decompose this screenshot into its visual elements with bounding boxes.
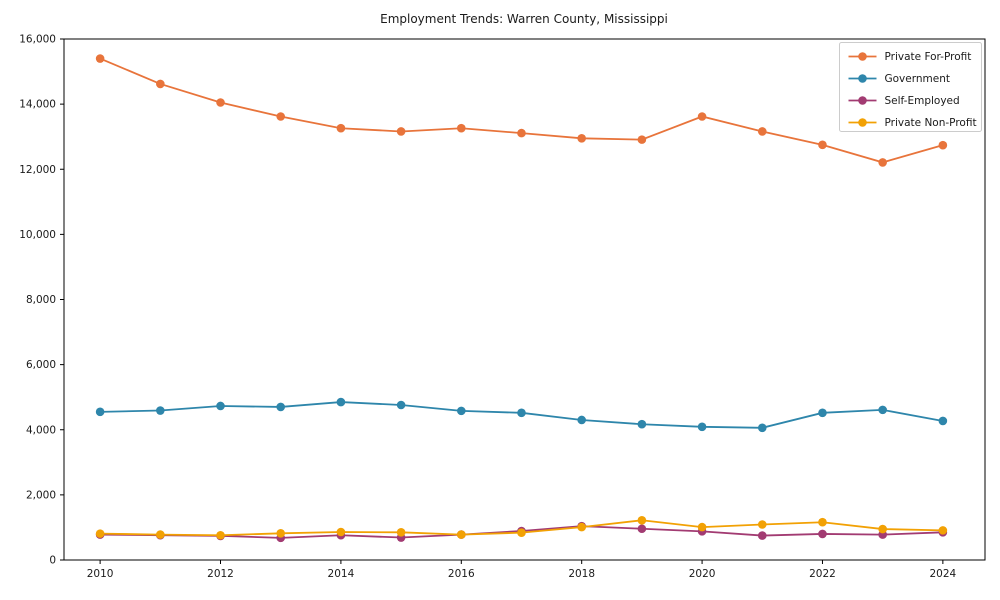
data-point-government	[878, 405, 887, 415]
data-point-private-for-profit	[938, 140, 948, 150]
data-point-private-non-profit	[216, 530, 225, 540]
data-point-government	[818, 408, 827, 418]
data-point-self-employed	[757, 531, 767, 540]
x-tick-label: 2018	[568, 568, 595, 580]
data-point-private-for-profit	[757, 127, 767, 136]
x-tick-label: 2012	[207, 568, 234, 580]
data-point-private-for-profit	[276, 112, 286, 121]
x-tick-label: 2014	[328, 568, 355, 580]
x-tick-label: 2024	[929, 568, 956, 580]
data-point-government	[637, 419, 647, 429]
data-point-private-non-profit	[396, 528, 406, 537]
data-point-self-employed	[637, 524, 647, 534]
data-point-private-non-profit	[878, 524, 887, 534]
data-point-private-non-profit	[517, 528, 526, 537]
data-point-private-non-profit	[577, 522, 586, 532]
data-point-government	[336, 397, 346, 407]
x-tick-label: 2022	[809, 568, 836, 580]
y-tick-label: 16,000	[19, 34, 56, 46]
data-point-government	[216, 401, 225, 411]
data-point-government	[938, 416, 948, 426]
series-line-private-for-profit	[99, 57, 944, 164]
legend-label-government: Government	[885, 73, 950, 85]
y-tick-label: 14,000	[19, 99, 56, 111]
data-point-government	[156, 406, 165, 415]
legend-box	[839, 42, 982, 132]
data-point-government	[276, 402, 286, 412]
legend-marker-dot-private-non-profit	[858, 118, 867, 127]
x-tick-label: 2016	[448, 568, 475, 580]
data-point-private-non-profit	[336, 527, 346, 537]
data-point-government	[757, 423, 767, 433]
y-tick-label: 4,000	[26, 424, 56, 436]
data-point-private-non-profit	[276, 528, 286, 538]
legend-label-private-for-profit: Private For-Profit	[885, 51, 972, 63]
legend-label-self-employed: Self-Employed	[885, 95, 960, 107]
data-point-private-for-profit	[517, 128, 526, 138]
y-tick-label: 8,000	[26, 294, 56, 306]
legend-marker-dot-private-for-profit	[858, 52, 867, 61]
data-point-private-non-profit	[818, 517, 827, 527]
data-point-private-for-profit	[336, 123, 346, 133]
y-tick-label: 2,000	[26, 489, 56, 501]
data-point-private-for-profit	[95, 54, 105, 63]
x-tick-label: 2020	[689, 568, 716, 580]
legend-label-private-non-profit: Private Non-Profit	[885, 117, 977, 129]
legend-marker-dot-self-employed	[858, 96, 867, 105]
data-point-self-employed	[818, 529, 827, 539]
data-point-private-non-profit	[757, 520, 767, 529]
legend-marker-dot-government	[858, 74, 867, 83]
data-point-private-non-profit	[95, 529, 105, 538]
data-point-private-for-profit	[878, 158, 887, 167]
y-tick-label: 6,000	[26, 359, 56, 371]
data-point-government	[697, 422, 707, 432]
data-point-government	[95, 407, 105, 417]
data-point-government	[517, 408, 526, 418]
data-point-private-non-profit	[637, 515, 647, 525]
data-point-government	[577, 415, 586, 425]
data-point-government	[456, 406, 466, 416]
data-point-private-for-profit	[396, 127, 406, 136]
chart-title: Employment Trends: Warren County, Missis…	[380, 12, 668, 26]
data-point-private-non-profit	[156, 530, 165, 539]
data-point-private-non-profit	[697, 522, 707, 532]
data-point-private-non-profit	[938, 526, 948, 535]
data-point-government	[396, 400, 406, 410]
x-tick-label: 2010	[87, 568, 114, 580]
data-point-private-non-profit	[456, 530, 466, 539]
y-tick-label: 0	[49, 555, 56, 567]
data-point-private-for-profit	[216, 98, 225, 107]
data-point-private-for-profit	[818, 140, 827, 150]
data-point-private-for-profit	[697, 112, 707, 121]
y-tick-label: 10,000	[19, 229, 56, 241]
data-point-private-for-profit	[156, 79, 165, 89]
data-point-private-for-profit	[456, 123, 466, 133]
y-tick-label: 12,000	[19, 164, 56, 176]
data-point-private-for-profit	[577, 134, 586, 143]
data-point-private-for-profit	[637, 135, 647, 144]
chart-body: 0 2,000 4,000 6,000 8,000 10,000 12,000 14,000 1…	[19, 34, 986, 580]
